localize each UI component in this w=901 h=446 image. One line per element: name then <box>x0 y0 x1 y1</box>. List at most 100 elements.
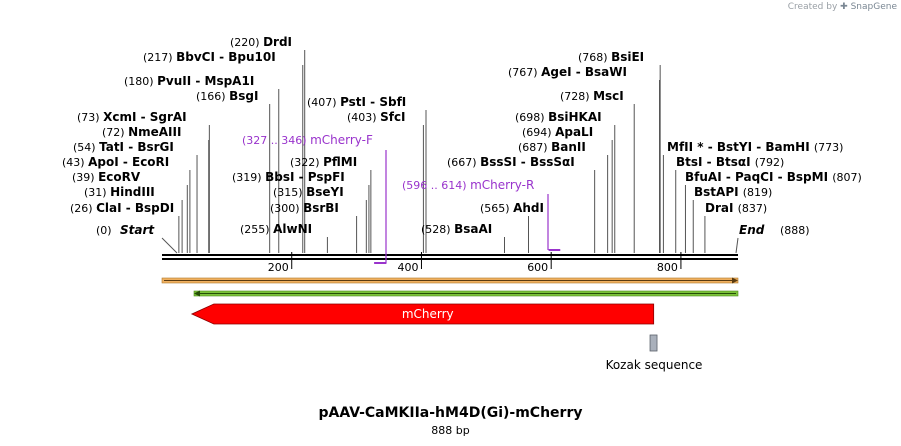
restriction-site-label[interactable]: (698) BsiHKAI <box>515 110 602 124</box>
restriction-site-name: XcmI - SgrAI <box>103 110 187 124</box>
restriction-site-name: BbsI - PspFI <box>265 170 345 184</box>
scale-tick-label: 200 <box>268 261 289 274</box>
snapgene-watermark: Created by ✚ SnapGene <box>788 2 897 12</box>
restriction-site-label[interactable]: (667) BssSI - BssSαI <box>447 155 575 169</box>
restriction-site-name: BtsI - BtsαI <box>676 155 755 169</box>
restriction-site-label[interactable]: (322) PflMI <box>290 155 357 169</box>
restriction-site-position: (39) <box>72 171 98 184</box>
watermark-brand: SnapGene <box>850 2 897 12</box>
restriction-site-label[interactable]: (217) BbvCI - Bpu10I <box>143 50 276 64</box>
green-region-arrowhead <box>194 290 200 297</box>
restriction-site-position: (768) <box>578 51 611 64</box>
restriction-site-position: (773) <box>814 141 844 154</box>
restriction-site-position: (694) <box>522 126 555 139</box>
mcherry-feature-arrow[interactable] <box>190 303 655 325</box>
restriction-site-label[interactable]: BtsI - BtsαI (792) <box>676 155 784 169</box>
end-connector-line <box>735 237 739 254</box>
restriction-site-name: TatI - BsrGI <box>99 140 174 154</box>
restriction-site-label[interactable]: (694) ApaLI <box>522 125 593 139</box>
primer-label[interactable]: (596 .. 614) mCherry-R <box>402 178 534 192</box>
restriction-site-position: (217) <box>143 51 176 64</box>
snapgene-logo-icon: ✚ <box>840 2 848 12</box>
restriction-site-label[interactable]: (166) BsgI <box>196 89 258 103</box>
restriction-site-label[interactable]: (220) DrdI <box>230 35 292 49</box>
restriction-site-position: (72) <box>102 126 128 139</box>
restriction-site-name: AlwNI <box>273 222 312 236</box>
restriction-site-name: DraI <box>705 201 738 215</box>
restriction-site-label[interactable]: (73) XcmI - SgrAI <box>77 110 187 124</box>
restriction-site-name: AgeI - BsaWI <box>541 65 627 79</box>
restriction-site-position: (667) <box>447 156 480 169</box>
restriction-site-position: (319) <box>232 171 265 184</box>
restriction-site-name: PflMI <box>323 155 357 169</box>
restriction-site-position: (403) <box>347 111 380 124</box>
restriction-site-label[interactable]: (255) AlwNI <box>240 222 312 236</box>
restriction-site-name: NmeAIII <box>128 125 181 139</box>
restriction-site-label[interactable]: MfII * - BstYI - BamHI (773) <box>667 140 843 154</box>
start-label: Start <box>120 223 155 237</box>
restriction-site-name: BsiEI <box>611 50 644 64</box>
map-length: 888 bp <box>431 424 470 437</box>
restriction-site-label[interactable]: (565) AhdI <box>480 201 544 215</box>
scale-tick-label: 600 <box>527 261 548 274</box>
restriction-site-name: BsiHKAI <box>548 110 602 124</box>
restriction-site-label[interactable]: (31) HindIII <box>84 185 155 199</box>
restriction-site-label[interactable]: (180) PvuII - MspA1I <box>124 74 254 88</box>
restriction-site-label[interactable]: (767) AgeI - BsaWI <box>508 65 627 79</box>
restriction-site-label[interactable]: DraI (837) <box>705 201 767 215</box>
restriction-site-name: BssSI - BssSαI <box>480 155 575 169</box>
end-position: (888) <box>780 224 810 237</box>
restriction-site-label[interactable]: (319) BbsI - PspFI <box>232 170 345 184</box>
restriction-site-label[interactable]: (728) MscI <box>560 89 624 103</box>
restriction-site-label[interactable]: BstAPI (819) <box>694 185 772 199</box>
restriction-site-label[interactable]: (43) ApoI - EcoRI <box>62 155 169 169</box>
restriction-site-position: (792) <box>755 156 785 169</box>
restriction-site-name: ApaLI <box>555 125 593 139</box>
restriction-site-position: (807) <box>832 171 862 184</box>
mcherry-feature-label: mCherry <box>402 307 454 321</box>
restriction-site-name: BseYI <box>306 185 344 199</box>
restriction-site-position: (26) <box>70 202 96 215</box>
restriction-site-label[interactable]: (39) EcoRV <box>72 170 141 184</box>
kozak-feature-box[interactable] <box>649 334 658 352</box>
restriction-site-label[interactable]: (72) NmeAIII <box>102 125 181 139</box>
restriction-site-name: BanII <box>551 140 586 154</box>
restriction-site-name: PstI - SbfI <box>340 95 406 109</box>
restriction-site-name: BstAPI <box>694 185 743 199</box>
restriction-site-label[interactable]: (26) ClaI - BspDI <box>70 201 174 215</box>
restriction-site-position: (220) <box>230 36 263 49</box>
restriction-site-position: (31) <box>84 186 110 199</box>
restriction-site-name: HindIII <box>110 185 155 199</box>
restriction-site-position: (300) <box>270 202 303 215</box>
restriction-site-position: (322) <box>290 156 323 169</box>
restriction-site-label[interactable]: (407) PstI - SbfI <box>307 95 406 109</box>
restriction-site-label[interactable]: (315) BseYI <box>273 185 344 199</box>
restriction-site-name: BsgI <box>229 89 258 103</box>
restriction-site-name: BsaAI <box>454 222 492 236</box>
restriction-site-position: (528) <box>421 223 454 236</box>
primer-range: (596 .. 614) <box>402 179 470 192</box>
restriction-site-name: ClaI - BspDI <box>96 201 174 215</box>
start-connector-line <box>161 237 178 254</box>
restriction-site-position: (698) <box>515 111 548 124</box>
restriction-site-position: (166) <box>196 90 229 103</box>
orange-region-arrowhead <box>732 277 738 284</box>
restriction-site-label[interactable]: (403) SfcI <box>347 110 406 124</box>
primer-label[interactable]: (327 .. 346) mCherry-F <box>242 133 373 147</box>
restriction-site-position: (54) <box>73 141 99 154</box>
restriction-site-label[interactable]: (528) BsaAI <box>421 222 492 236</box>
restriction-site-label[interactable]: (768) BsiEI <box>578 50 644 64</box>
restriction-site-name: EcoRV <box>98 170 141 184</box>
restriction-site-label[interactable]: (54) TatI - BsrGI <box>73 140 174 154</box>
restriction-site-label[interactable]: (687) BanII <box>518 140 586 154</box>
restriction-site-position: (315) <box>273 186 306 199</box>
restriction-site-name: BfuAI - PaqCI - BspMI <box>685 170 832 184</box>
restriction-site-label[interactable]: (300) BsrBI <box>270 201 339 215</box>
restriction-site-position: (43) <box>62 156 88 169</box>
restriction-site-name: AhdI <box>513 201 544 215</box>
restriction-site-name: BsrBI <box>303 201 339 215</box>
restriction-site-name: PvuII - MspA1I <box>157 74 254 88</box>
restriction-site-position: (73) <box>77 111 103 124</box>
restriction-site-label[interactable]: BfuAI - PaqCI - BspMI (807) <box>685 170 862 184</box>
